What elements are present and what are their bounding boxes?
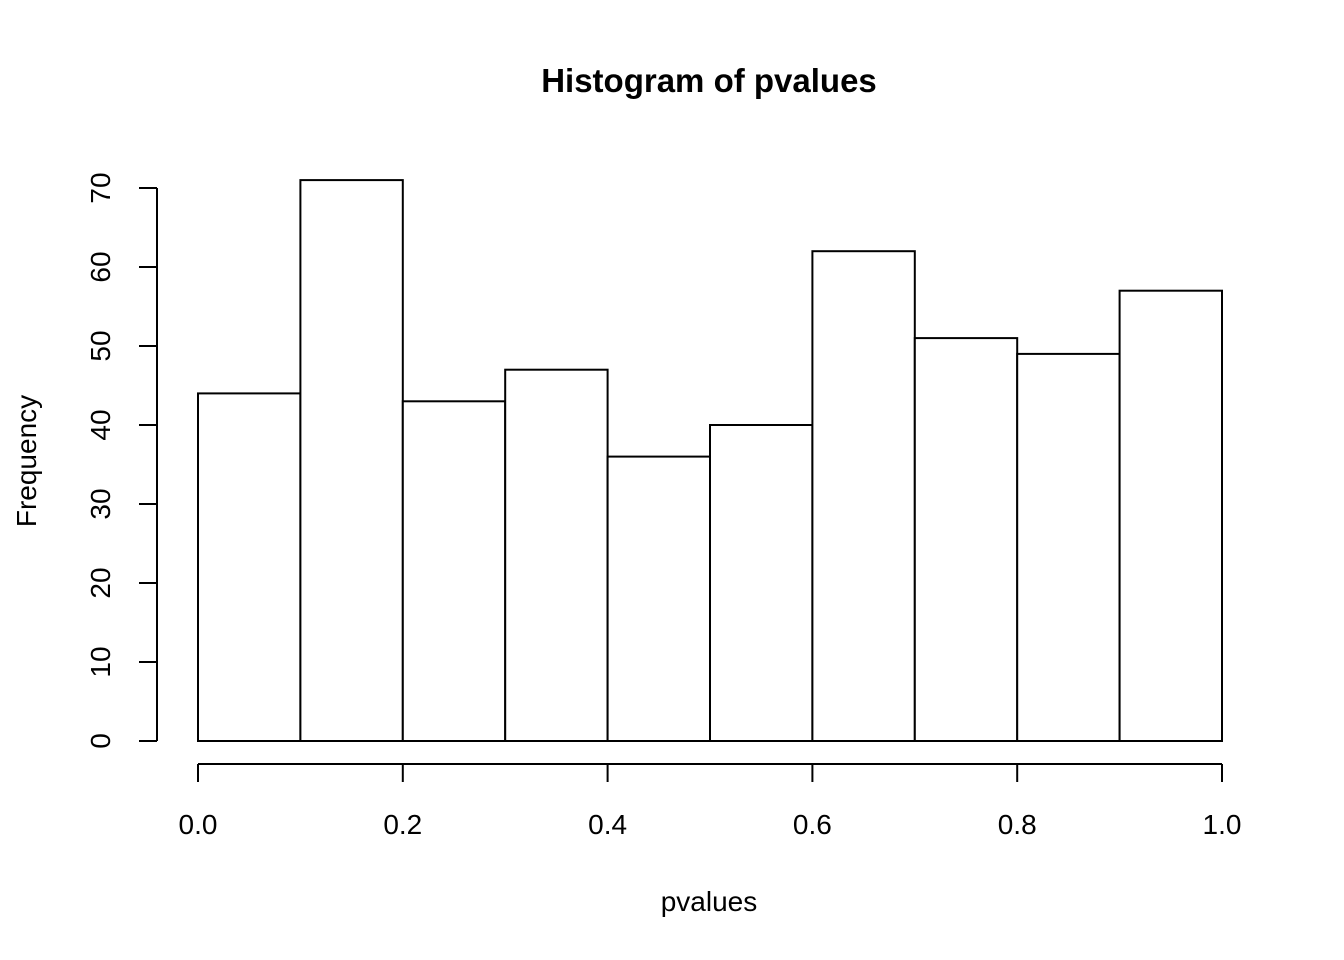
histogram-bar xyxy=(197,392,302,742)
histogram-bar xyxy=(401,400,507,742)
histogram-bar xyxy=(606,455,711,742)
y-tick-label: 60 xyxy=(85,251,116,282)
histogram-bar xyxy=(299,179,404,743)
histogram-bar xyxy=(1118,289,1223,742)
y-tick-label: 50 xyxy=(85,330,116,361)
x-tick-label: 0.8 xyxy=(998,809,1037,840)
histogram-bar xyxy=(913,337,1019,742)
y-tick-label: 70 xyxy=(85,172,116,203)
x-axis-label: pvalues xyxy=(661,886,758,917)
y-tick-label: 0 xyxy=(85,733,116,749)
x-tick-label: 0.4 xyxy=(588,809,627,840)
histogram-bar xyxy=(1016,352,1121,742)
y-tick-label: 40 xyxy=(85,409,116,440)
y-axis: 0 10 20 30 40 50 60 70 xyxy=(85,172,158,749)
x-tick-label: 0.2 xyxy=(383,809,422,840)
y-tick-label: 10 xyxy=(85,646,116,677)
y-tick-label: 20 xyxy=(85,567,116,598)
x-tick-label: 0.6 xyxy=(793,809,832,840)
x-tick-label: 1.0 xyxy=(1203,809,1242,840)
chart-title: Histogram of pvalues xyxy=(541,62,877,99)
histogram-bar xyxy=(504,368,609,742)
histogram-bar xyxy=(811,250,916,742)
y-tick-label: 30 xyxy=(85,488,116,519)
y-axis-label: Frequency xyxy=(11,395,42,527)
histogram-bar xyxy=(709,424,814,742)
histogram-bars xyxy=(197,179,1223,743)
x-tick-label: 0.0 xyxy=(179,809,218,840)
x-axis: 0.0 0.2 0.4 0.6 0.8 1.0 xyxy=(179,763,1242,840)
